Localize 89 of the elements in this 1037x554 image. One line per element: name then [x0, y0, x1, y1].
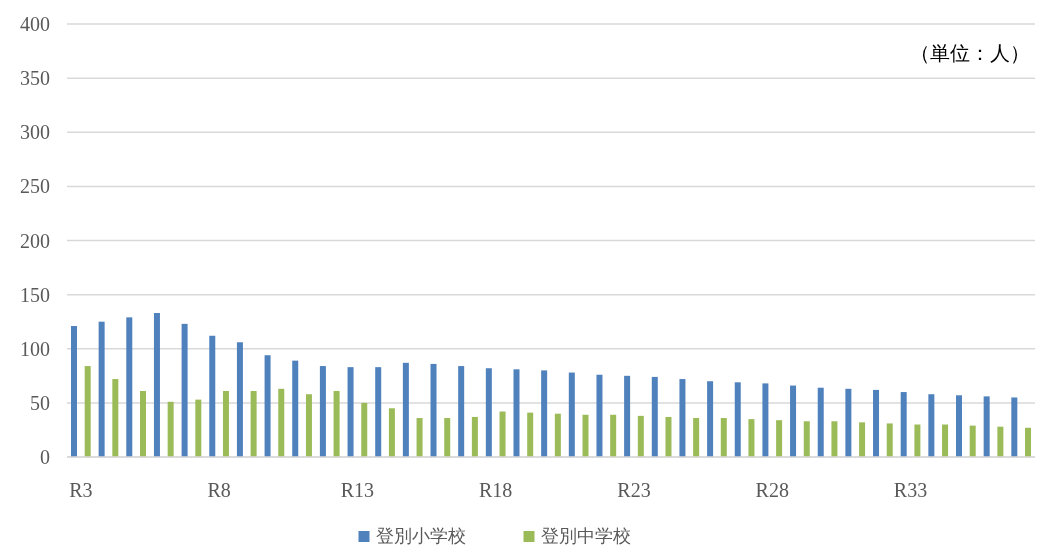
bar	[430, 363, 437, 457]
bar	[153, 313, 160, 457]
y-tick-label: 0	[40, 446, 50, 468]
bar	[126, 317, 133, 457]
bar	[624, 375, 631, 457]
y-tick-label: 400	[20, 13, 50, 35]
bar	[222, 390, 229, 457]
y-tick-label: 50	[30, 391, 50, 414]
bar	[471, 416, 478, 457]
y-tick-label: 300	[20, 121, 50, 144]
bar	[886, 423, 893, 457]
bar	[333, 390, 340, 457]
bar	[416, 418, 423, 457]
y-tick-label: 100	[20, 337, 50, 360]
bar	[845, 388, 852, 457]
bar	[720, 418, 727, 457]
bar	[956, 395, 963, 457]
bar	[195, 399, 202, 457]
bar	[942, 424, 949, 457]
bar	[679, 379, 686, 457]
bar	[305, 394, 312, 457]
bar	[181, 323, 188, 457]
bar	[1011, 397, 1018, 457]
bar	[900, 392, 907, 457]
bar	[513, 369, 520, 457]
bar	[817, 387, 824, 457]
bar	[70, 326, 77, 457]
x-tick-label: R18	[479, 479, 513, 501]
bar	[831, 421, 838, 457]
bar	[84, 366, 91, 457]
bar	[375, 367, 382, 457]
bar	[928, 394, 935, 457]
bar	[596, 374, 603, 457]
bar	[209, 335, 216, 457]
bar	[983, 396, 990, 457]
bar	[402, 362, 409, 457]
bar	[236, 342, 243, 457]
bar	[485, 368, 492, 457]
bar	[527, 412, 534, 457]
x-tick-label: R8	[207, 479, 231, 501]
bar	[347, 367, 354, 457]
bar	[541, 370, 548, 457]
bar	[651, 376, 658, 457]
bar	[319, 366, 326, 457]
bar	[637, 415, 644, 457]
y-tick-label: 150	[20, 283, 50, 306]
x-tick-label: R33	[893, 479, 928, 501]
x-tick-label: R28	[755, 479, 789, 501]
bar	[98, 321, 105, 457]
bar	[762, 383, 769, 457]
bar	[568, 372, 575, 457]
bar	[790, 385, 797, 457]
bar	[610, 414, 617, 457]
y-tick-label: 350	[20, 67, 50, 90]
x-tick-label: R3	[69, 479, 93, 501]
bar	[969, 425, 976, 457]
bar	[582, 414, 589, 457]
bar	[250, 390, 257, 457]
bar	[361, 402, 368, 457]
bar	[167, 401, 174, 457]
x-tick-label: R13	[340, 479, 375, 501]
bar	[997, 426, 1004, 457]
bar	[665, 416, 672, 457]
bar	[803, 421, 810, 457]
bar	[748, 419, 755, 457]
bar	[499, 411, 506, 457]
bar	[278, 388, 285, 457]
bar	[112, 379, 119, 457]
bar	[139, 390, 146, 457]
bar	[554, 413, 561, 457]
bar	[292, 360, 299, 457]
x-tick-label: R23	[617, 479, 651, 501]
y-tick-label: 200	[20, 229, 50, 252]
bar	[1025, 427, 1032, 457]
bar	[859, 422, 866, 457]
bar	[776, 420, 783, 457]
bar	[707, 381, 714, 457]
legend-label: 登別小学校	[375, 525, 466, 546]
annotation: （単位：人）	[910, 41, 1030, 65]
bar	[734, 382, 741, 457]
bar	[388, 408, 395, 457]
bar	[914, 424, 921, 457]
bar	[693, 418, 700, 457]
bar	[444, 418, 451, 457]
y-tick-label: 250	[20, 175, 50, 198]
bar	[264, 355, 271, 457]
legend-label: 登別中学校	[540, 525, 631, 546]
bar	[873, 389, 880, 457]
bar	[458, 366, 465, 457]
